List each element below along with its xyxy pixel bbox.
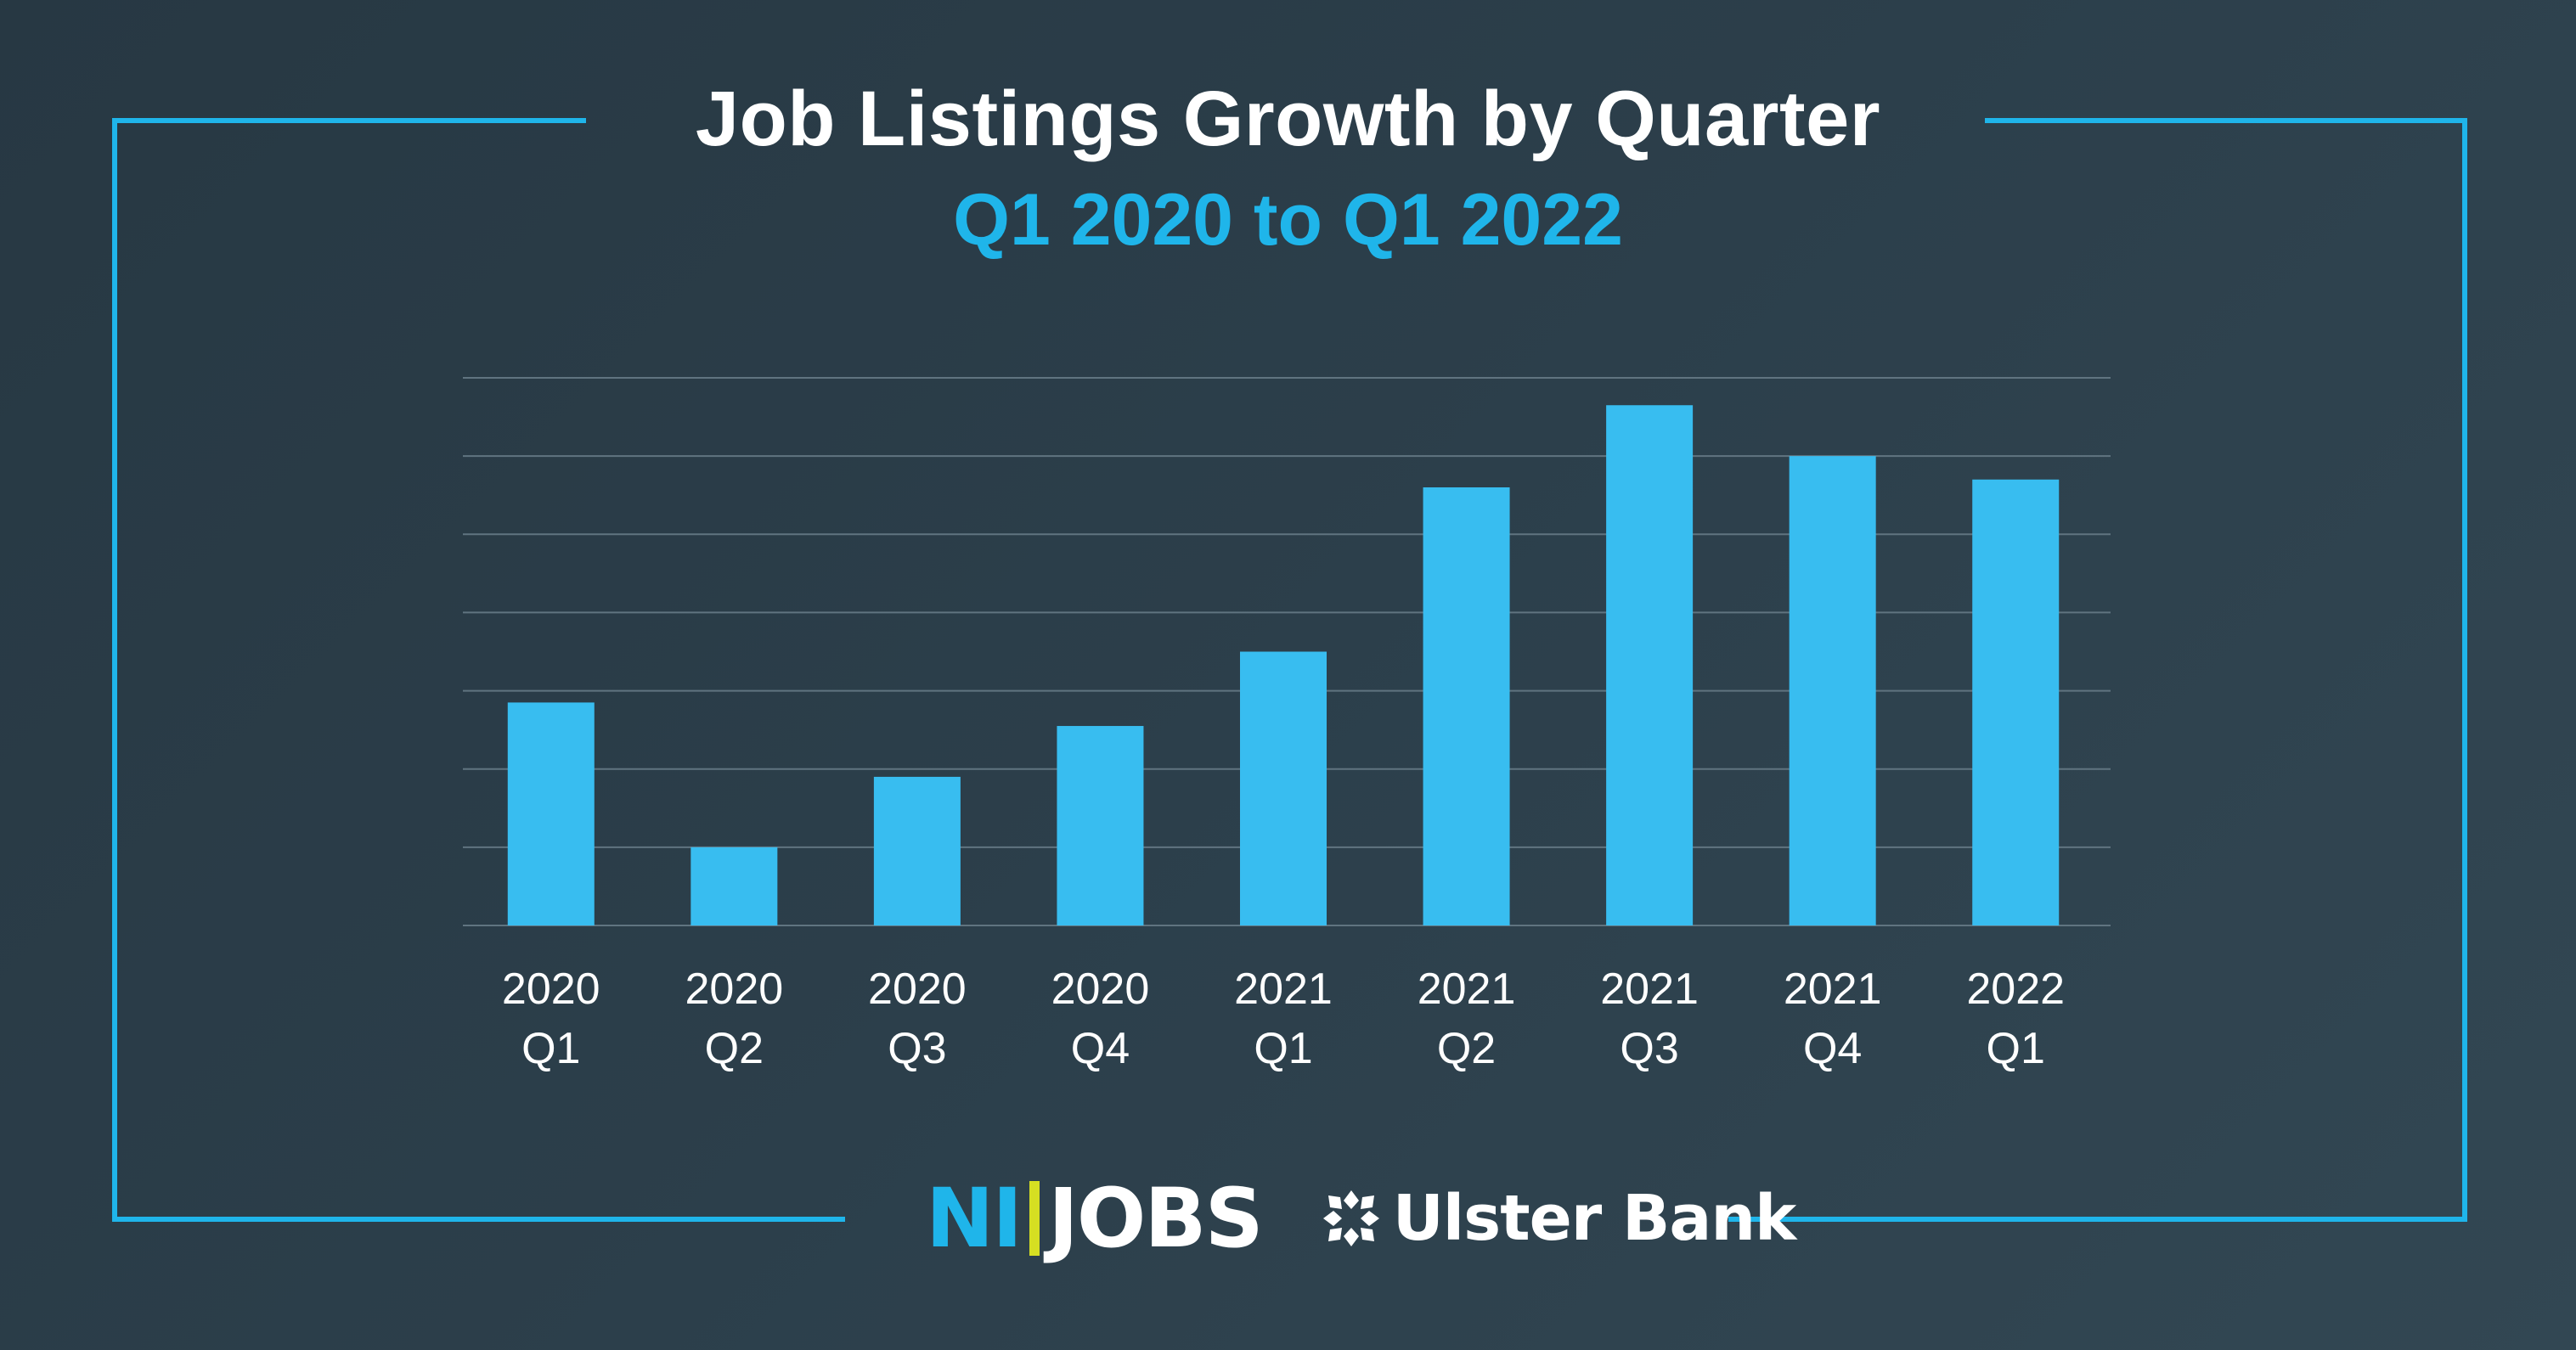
nijobs-logo-divider: [1029, 1181, 1040, 1256]
x-tick-label: 2021 Q2: [1418, 965, 1516, 1073]
bar-2020-q1: [507, 702, 595, 925]
x-tick-label: 2022 Q1: [1966, 965, 2065, 1073]
x-tick-label: 2021 Q1: [1234, 965, 1333, 1073]
x-tick-quarter: Q2: [705, 1024, 764, 1073]
ulster-bank-logo: Ulster Bank: [1322, 1182, 1796, 1255]
x-tick-year: 2020: [868, 965, 967, 1014]
x-tick-label: 2021 Q4: [1784, 965, 1882, 1073]
bars: [507, 405, 2060, 925]
nijobs-logo-ni: NI: [926, 1171, 1023, 1266]
x-tick-quarter: Q3: [1620, 1024, 1678, 1073]
nijobs-logo-jobs: JOBS: [1048, 1171, 1264, 1266]
x-tick-label: 2021 Q3: [1600, 965, 1699, 1073]
x-tick-quarter: Q4: [1071, 1024, 1130, 1073]
x-tick-year: 2021: [1784, 965, 1882, 1014]
bar-2020-q3: [873, 776, 961, 925]
x-tick-quarter: Q3: [888, 1024, 946, 1073]
x-tick-year: 2020: [502, 965, 600, 1014]
chart-title: Job Listings Growth by Quarter: [695, 76, 1881, 162]
bar-2021-q3: [1606, 405, 1694, 925]
ulster-bank-wordmark: Ulster Bank: [1392, 1182, 1797, 1255]
x-tick-year: 2021: [1234, 965, 1333, 1014]
x-tick-year: 2020: [1051, 965, 1150, 1014]
x-tick-label: 2020 Q2: [685, 965, 783, 1073]
x-tick-year: 2022: [1966, 965, 2065, 1014]
bar-2021-q1: [1240, 651, 1327, 925]
bar-2022-q1: [1972, 479, 2060, 925]
x-tick-label: 2020 Q3: [868, 965, 967, 1073]
x-tick-year: 2020: [685, 965, 783, 1014]
footer-logos: NI JOBS Ulster Bank: [926, 1167, 1796, 1269]
x-tick-quarter: Q1: [521, 1024, 580, 1073]
bar-2020-q4: [1057, 726, 1144, 925]
x-tick-label: 2020 Q1: [502, 965, 600, 1073]
frame-top-left: [112, 118, 845, 1222]
x-tick-quarter: Q4: [1803, 1024, 1862, 1073]
x-tick-quarter: Q1: [1987, 1024, 2045, 1073]
x-tick-label: 2020 Q4: [1051, 965, 1150, 1073]
x-tick-quarter: Q1: [1254, 1024, 1312, 1073]
chart-subtitle: Q1 2020 to Q1 2022: [953, 179, 1623, 261]
nijobs-logo: NI JOBS: [926, 1171, 1264, 1266]
ulster-bank-symbol-icon: [1322, 1190, 1379, 1246]
bar-2021-q4: [1789, 456, 1876, 925]
x-tick-year: 2021: [1418, 965, 1516, 1014]
frame-top-right: [1728, 118, 2467, 1222]
bar-2021-q2: [1423, 487, 1510, 925]
bar-2020-q2: [691, 847, 778, 925]
x-tick-year: 2021: [1600, 965, 1699, 1014]
x-tick-quarter: Q2: [1437, 1024, 1496, 1073]
